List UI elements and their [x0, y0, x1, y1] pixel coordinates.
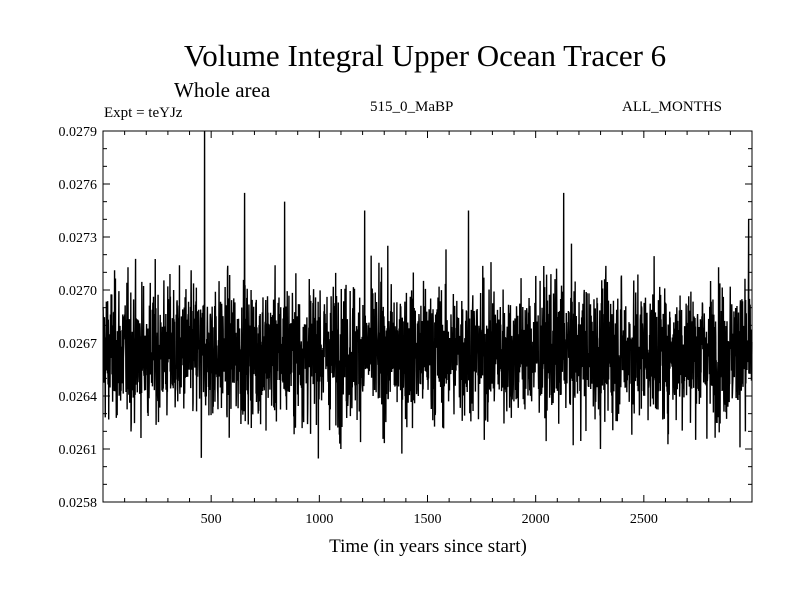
y-tick-label: 0.0270 [59, 284, 98, 299]
y-tick-label: 0.0258 [59, 496, 98, 511]
series-line [102, 130, 753, 459]
x-tick-label: 1500 [414, 512, 442, 527]
x-axis-label: Time (in years since start) [329, 536, 527, 557]
period-label: ALL_MONTHS [622, 99, 722, 115]
y-tick-label: 0.0261 [59, 443, 98, 458]
plot-frame [102, 130, 753, 503]
y-tick-label: 0.0273 [59, 231, 98, 246]
y-tick-label: 0.0279 [59, 125, 98, 140]
x-tick-label: 1000 [305, 512, 333, 527]
series-layer [102, 130, 753, 459]
y-tick-label: 0.0276 [59, 178, 98, 193]
chart-subtitle: Whole area [174, 78, 271, 102]
experiment-label: Expt = teYJz [104, 105, 183, 121]
axis-layer: 0.0258 0.0261 0.0264 0.0267 0.0270 0.0273 0.02… [59, 125, 752, 527]
x-tick-label: 2000 [522, 512, 550, 527]
x-tick-label: 2500 [630, 512, 658, 527]
x-tick-label: 500 [201, 512, 222, 527]
run-label: 515_0_MaBP [370, 99, 454, 115]
y-tick-label: 0.0264 [59, 390, 98, 405]
chart-title: Volume Integral Upper Ocean Tracer 6 [183, 38, 667, 73]
y-tick-label: 0.0267 [59, 337, 98, 352]
